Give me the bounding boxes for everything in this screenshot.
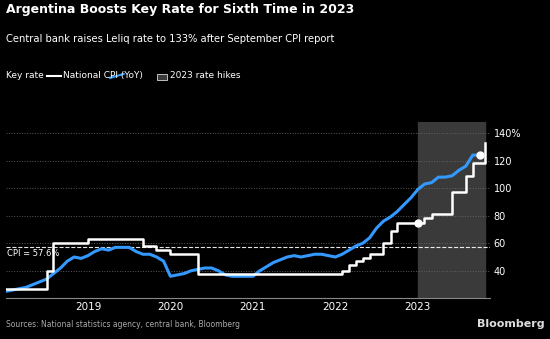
- Text: Central bank raises Leliq rate to 133% after September CPI report: Central bank raises Leliq rate to 133% a…: [6, 34, 334, 44]
- Text: Key rate: Key rate: [6, 71, 43, 80]
- Text: Bloomberg: Bloomberg: [477, 319, 544, 329]
- Text: Argentina Boosts Key Rate for Sixth Time in 2023: Argentina Boosts Key Rate for Sixth Time…: [6, 3, 354, 16]
- Text: CPI = 57.6%: CPI = 57.6%: [7, 248, 59, 258]
- Bar: [418, 122, 486, 298]
- Text: Sources: National statistics agency, central bank, Bloomberg: Sources: National statistics agency, cen…: [6, 320, 239, 329]
- Text: National CPI (YoY): National CPI (YoY): [63, 71, 143, 80]
- Text: 2023 rate hikes: 2023 rate hikes: [170, 71, 241, 80]
